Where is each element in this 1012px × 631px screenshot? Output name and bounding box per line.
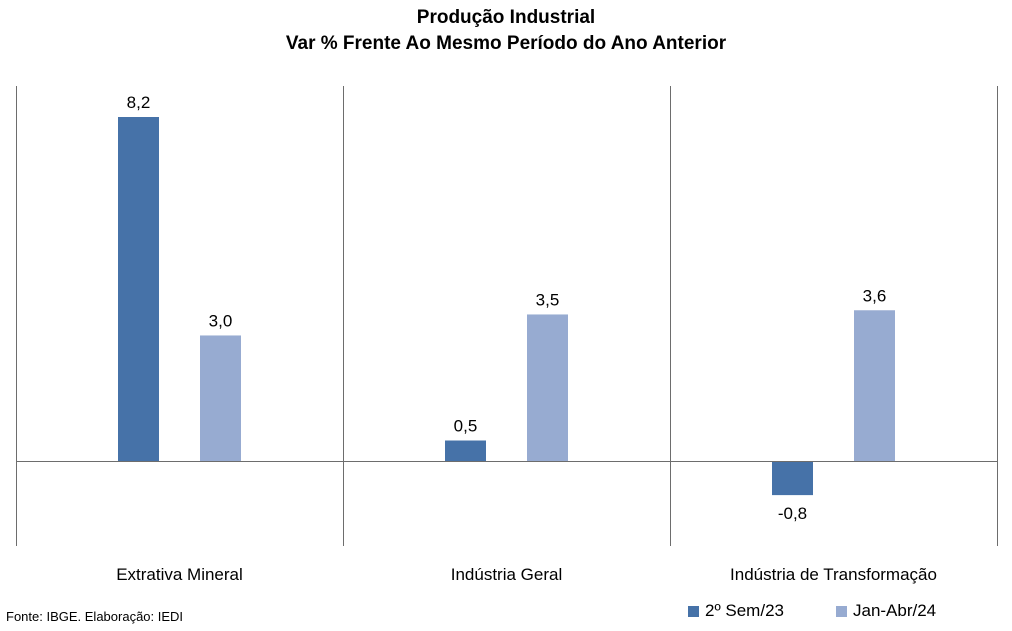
data-label: 3,0 <box>209 311 233 330</box>
chart-subtitle: Var % Frente Ao Mesmo Período do Ano Ant… <box>285 33 727 54</box>
legend-label: 2º Sem/23 <box>705 601 784 620</box>
data-label: 0,5 <box>454 416 478 435</box>
bar <box>200 335 241 462</box>
bar <box>854 310 895 462</box>
category-label: Extrativa Mineral <box>116 565 243 584</box>
data-label: -0,8 <box>778 504 807 523</box>
data-label: 3,5 <box>536 290 560 309</box>
bar <box>772 461 813 496</box>
legend: 2º Sem/23 Jan-Abr/24 <box>688 601 988 621</box>
category-label: Indústria Geral <box>451 565 563 584</box>
legend-label: Jan-Abr/24 <box>852 601 937 620</box>
bar <box>118 117 159 462</box>
category-label: Indústria de Transformação <box>730 565 937 584</box>
legend-item: Jan-Abr/24 <box>835 601 937 621</box>
data-label: 3,6 <box>863 286 887 305</box>
legend-item: 2º Sem/23 <box>688 601 784 621</box>
bar <box>527 314 568 462</box>
chart-title-line1: Produção Industrial <box>416 7 596 28</box>
data-label: 8,2 <box>127 93 151 112</box>
legend-swatch <box>688 605 699 617</box>
source-note: Fonte: IBGE. Elaboração: IEDI <box>6 609 184 624</box>
legend-swatch <box>835 605 847 617</box>
bar <box>445 440 486 462</box>
chart-title: Produção Industrial Var % Frente Ao Mesm… <box>0 5 1012 57</box>
